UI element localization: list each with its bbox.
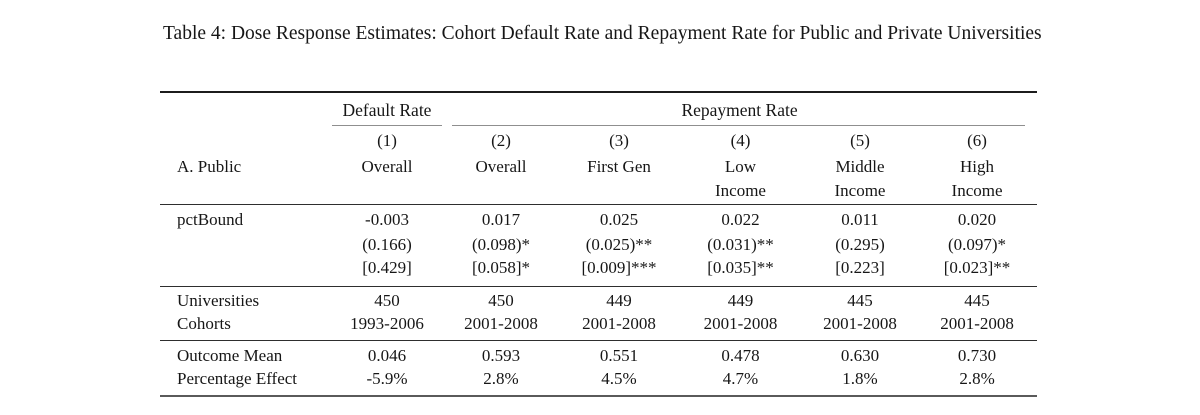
value-cell: [0.058]* [442,257,560,287]
value-cell: 0.017 [481,210,521,229]
value-cell: 2001-2008 [917,313,1038,341]
value-cell: 2.8% [959,369,995,388]
column-header: Overall [361,156,413,176]
value-cell: 449 [727,291,754,310]
value-cell: (0.166) [362,235,412,254]
value-cell: 2.8% [483,369,519,388]
coefficient-row: pctBound -0.003 0.017 0.025 0.022 0.011 … [160,204,1037,233]
value-cell: 0.025 [599,210,639,229]
row-label: Percentage Effect [177,369,298,388]
column-number-row: (1) (2) (3) (4) (5) (6) [160,126,1037,155]
cmidrule-default-rate [332,125,442,126]
value-cell: 0.730 [957,346,997,365]
value-cell: 1.8% [842,369,878,388]
value-cell: 0.046 [367,346,407,365]
row-label: Outcome Mean [177,346,283,365]
value-cell: 2001-2008 [678,313,803,341]
row-label: Universities [177,291,260,310]
column-header: Income [678,178,803,205]
universities-row: Universities 450 450 449 449 445 445 [160,286,1037,313]
value-cell: 0.630 [840,346,880,365]
column-number: (6) [967,130,987,150]
value-cell: 0.022 [721,210,760,229]
group-header-repayment-rate: Repayment Rate [442,92,1037,126]
group-header-default-rate: Default Rate [332,92,442,126]
value-cell: -5.9% [366,369,408,388]
cohorts-row: Cohorts 1993-2006 2001-2008 2001-2008 20… [160,313,1038,341]
value-cell: 445 [847,291,873,310]
column-number: (1) [377,130,397,150]
value-cell: -0.003 [365,210,409,229]
value-cell: (0.031)** [707,235,774,254]
value-cell: 2001-2008 [442,313,560,341]
value-cell: 445 [964,291,990,310]
value-cell: (0.025)** [585,235,653,254]
value-cell: [0.023]** [917,257,1038,287]
outcome-mean-row: Outcome Mean 0.046 0.593 0.551 0.478 0.6… [160,340,1037,368]
standard-error-row: (0.166) (0.098)* (0.025)** (0.031)** (0.… [160,233,1037,257]
value-cell: 0.011 [841,210,879,229]
column-header [442,178,560,205]
value-cell: (0.295) [835,235,885,254]
column-header: Low [724,156,757,176]
percentage-effect-row: Percentage Effect -5.9% 2.8% 4.5% 4.7% 1… [160,368,1037,396]
group-header-label: Repayment Rate [681,100,798,120]
value-cell: 4.7% [722,369,759,388]
value-cell: 449 [606,291,632,310]
value-cell: (0.098)* [471,235,531,254]
column-header-row-2: Income Income Income [160,178,1038,205]
value-cell: (0.097)* [947,235,1007,254]
column-header: Income [803,178,917,205]
panel-label: A. Public [177,156,242,176]
value-cell: 2001-2008 [803,313,917,341]
row-label: pctBound [177,210,244,229]
column-header: First Gen [587,156,651,176]
column-header [560,178,678,205]
row-label [160,233,332,257]
value-cell: [0.009]*** [560,257,678,287]
results-table: Default Rate Repayment Rate (1) (2) (3) … [160,91,1038,397]
cmidrule-repayment-rate [452,125,1026,126]
row-label [160,126,332,155]
column-number: (5) [850,130,870,150]
column-header: Overall [475,156,527,176]
column-number: (3) [609,130,629,150]
group-header-label: Default Rate [342,100,432,120]
column-header: Income [917,178,1038,205]
row-label: Cohorts [160,313,332,341]
value-cell: 0.478 [721,346,760,365]
value-cell: 450 [374,291,400,310]
value-cell: 0.593 [481,346,521,365]
table-title: Table 4: Dose Response Estimates: Cohort… [163,23,1042,44]
column-header [332,178,442,205]
column-number: (2) [491,130,511,150]
column-number: (4) [730,130,751,150]
value-cell: 0.020 [957,210,997,229]
value-cell: 0.551 [599,346,639,365]
corner-cell [160,92,332,126]
value-cell: [0.223] [803,257,917,287]
value-cell: 1993-2006 [332,313,442,341]
value-cell: [0.035]** [678,257,803,287]
value-cell: 2001-2008 [560,313,678,341]
pvalue-row: [0.429] [0.058]* [0.009]*** [0.035]** [0… [160,257,1038,287]
column-header: High [960,156,995,176]
value-cell: 4.5% [601,369,637,388]
column-header-row-1: A. Public Overall Overall First Gen Low … [160,155,1037,178]
group-header-row: Default Rate Repayment Rate [160,92,1037,126]
value-cell: 450 [488,291,514,310]
value-cell: [0.429] [332,257,442,287]
row-label [160,257,332,287]
row-label [160,178,332,205]
column-header: Middle [835,156,885,176]
